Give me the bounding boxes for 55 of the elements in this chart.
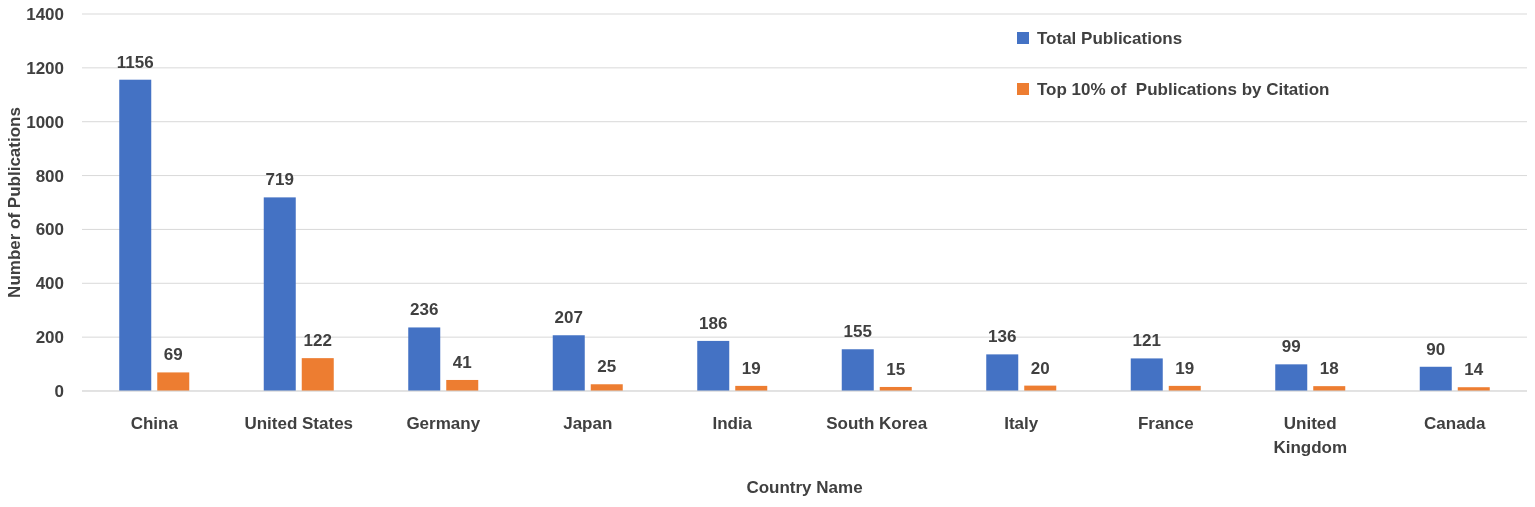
y-axis-title: Number of Publications: [5, 107, 24, 298]
data-label: 1156: [116, 52, 154, 72]
x-tick-label: Canada: [1424, 414, 1486, 433]
bar: [301, 358, 334, 391]
data-label: 41: [452, 352, 472, 372]
y-tick-label: 800: [35, 166, 64, 186]
bar: [552, 335, 585, 391]
bar: [1275, 364, 1308, 391]
x-axis-title: Country Name: [746, 478, 863, 497]
y-tick-label: 1400: [26, 4, 64, 24]
data-label: 121: [1132, 331, 1161, 351]
x-tick-label: Italy: [1004, 414, 1039, 433]
data-label: 207: [554, 308, 583, 328]
bar: [446, 379, 479, 391]
bar: [1130, 358, 1163, 391]
y-tick-label: 1000: [26, 112, 64, 132]
y-tick-label: 200: [35, 328, 64, 348]
x-tick-label: South Korea: [826, 414, 928, 433]
bar: [408, 327, 441, 391]
x-tick-label: India: [712, 414, 753, 433]
bar: [841, 349, 874, 391]
bar: [986, 354, 1019, 391]
data-label: 719: [265, 170, 294, 190]
data-label: 20: [1030, 358, 1050, 378]
bar: [697, 340, 730, 391]
data-label: 14: [1464, 360, 1484, 380]
data-label: 236: [410, 300, 439, 320]
x-tick-label: Japan: [563, 414, 613, 433]
y-tick-label: 400: [35, 274, 64, 294]
data-label: 18: [1319, 359, 1339, 379]
x-tick-label: United Kingdom: [1273, 414, 1348, 457]
legend-label: Top 10% of Publications by Citation: [1037, 79, 1330, 99]
x-tick-label: United States: [244, 414, 354, 433]
bar: [263, 197, 296, 391]
data-label: 19: [741, 358, 761, 378]
data-label: 186: [699, 313, 728, 333]
data-label: 122: [303, 331, 332, 351]
x-tick-label: Germany: [406, 414, 481, 433]
x-tick-label: China: [130, 414, 179, 433]
bar: [1419, 366, 1452, 391]
data-label: 19: [1175, 358, 1195, 378]
y-tick-label: 1200: [26, 58, 64, 78]
data-label: 136: [988, 327, 1017, 347]
y-tick-label: 600: [35, 220, 64, 240]
data-label: 25: [597, 357, 617, 377]
bar: [119, 79, 152, 391]
data-label: 90: [1426, 339, 1446, 359]
x-tick-label: France: [1137, 414, 1194, 433]
y-tick-label: 0: [54, 381, 64, 401]
data-label: 155: [843, 322, 872, 342]
data-label: 69: [163, 345, 183, 365]
legend-label: Total Publications: [1037, 28, 1183, 48]
bar: [157, 372, 190, 391]
data-label: 99: [1281, 337, 1301, 357]
data-label: 15: [886, 359, 906, 379]
